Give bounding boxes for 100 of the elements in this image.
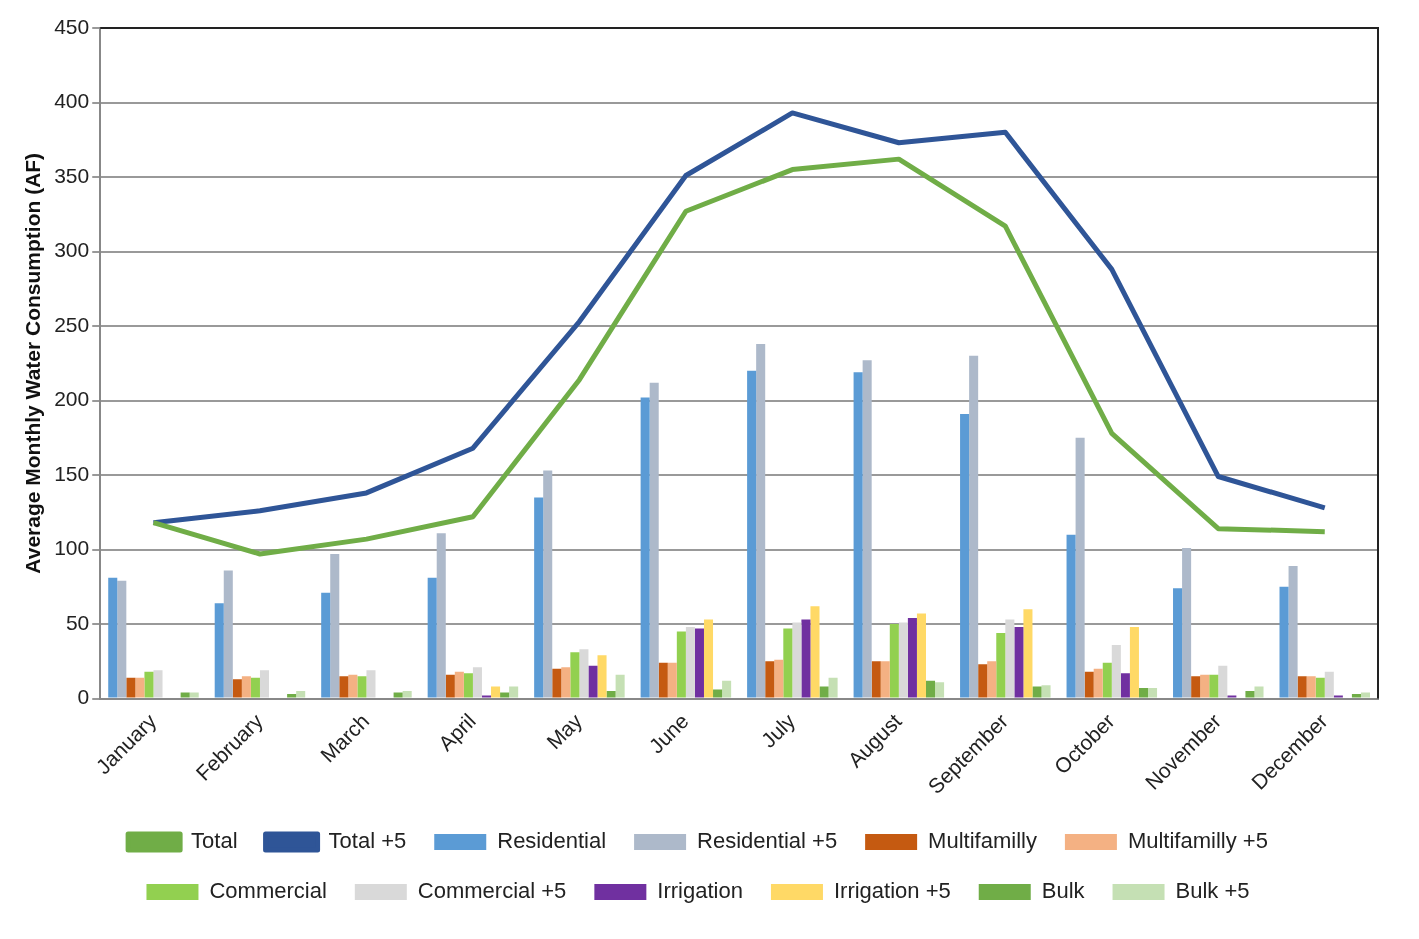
bar [676,631,686,698]
bar [597,655,607,698]
y-tick-label: 400 [54,89,90,113]
bar [287,694,297,698]
bar [862,360,872,698]
legend-label: Residential [497,828,607,854]
bar [606,691,616,698]
legend-label: Irrigation [657,878,743,904]
y-tick-label: 150 [54,461,90,485]
legend-label: Commercial +5 [417,878,567,904]
bar [1200,674,1210,698]
bar [241,676,251,698]
bar [987,661,997,698]
bar [828,677,838,698]
bar [445,674,455,698]
bar [552,668,562,698]
bar [1297,676,1307,698]
legend-label: Irrigation +5 [833,878,951,904]
bar [774,659,784,698]
bar [339,676,349,698]
bar [366,670,376,698]
bar [1182,548,1192,698]
bar [694,628,704,698]
bar [1120,673,1130,698]
bar [747,370,757,698]
bar [996,632,1006,698]
bar [402,691,412,698]
bar [250,677,260,698]
y-tick-label: 250 [54,312,90,336]
bar [853,372,863,698]
legend-label: Residential +5 [697,828,838,854]
y-tick-label: 300 [54,238,90,262]
bar [658,662,668,698]
bar [649,382,659,698]
bar [534,497,544,698]
bar [685,627,695,698]
x-tick-label: July [756,708,800,752]
y-tick-label: 0 [77,685,90,709]
y-tick-label: 50 [65,610,90,634]
bar [561,667,571,698]
bar [1315,677,1325,698]
bar [889,624,899,698]
bar [543,470,553,698]
bar [1254,686,1264,698]
bar [1102,662,1112,698]
bar [615,674,625,698]
bar [765,661,775,698]
bar [756,343,766,698]
y-tick-label: 100 [54,536,90,560]
bar [259,670,270,698]
bar [1138,688,1148,698]
legend-label: Multifamilly +5 [1127,828,1268,854]
bar [427,577,437,698]
bar [898,622,908,698]
bar [509,686,519,698]
y-tick-label: 350 [54,163,90,187]
bar [579,649,589,698]
bar [1245,691,1255,698]
bar [436,533,446,698]
legend-label: Bulk +5 [1175,878,1250,904]
y-tick-label: 450 [54,14,90,38]
bar [960,413,970,698]
bar [1014,627,1024,698]
legend-label: Commercial [209,878,327,904]
bar [232,679,242,698]
bar [1041,685,1051,698]
bar [1191,676,1201,698]
bar [1209,674,1219,698]
bar [880,661,890,698]
bar [1288,565,1298,698]
bar [1023,609,1033,698]
bar [1066,534,1076,698]
bar [810,606,820,698]
bar [907,618,917,698]
bar [1360,692,1371,698]
bar [463,673,473,698]
bar [500,692,510,698]
bar [189,692,199,698]
bar [1129,627,1139,698]
bar [1075,437,1085,698]
bar [1111,644,1121,698]
bar [935,682,945,698]
legend-label: Total [191,828,238,854]
bar [713,689,723,698]
bar [570,652,580,698]
bar [108,577,118,698]
bar [1173,588,1183,698]
bar [214,603,224,698]
bar [1005,619,1015,698]
bar [126,677,136,698]
bar [180,692,190,698]
bar [801,619,811,698]
bar [223,570,233,698]
bar [153,670,163,698]
bar [491,686,501,698]
bar [393,692,403,698]
bar [472,667,482,698]
legend-label: Bulk [1041,878,1086,904]
y-axis-title: Average Monthly Water Consumption (AF) [21,152,45,574]
bar [330,554,340,698]
